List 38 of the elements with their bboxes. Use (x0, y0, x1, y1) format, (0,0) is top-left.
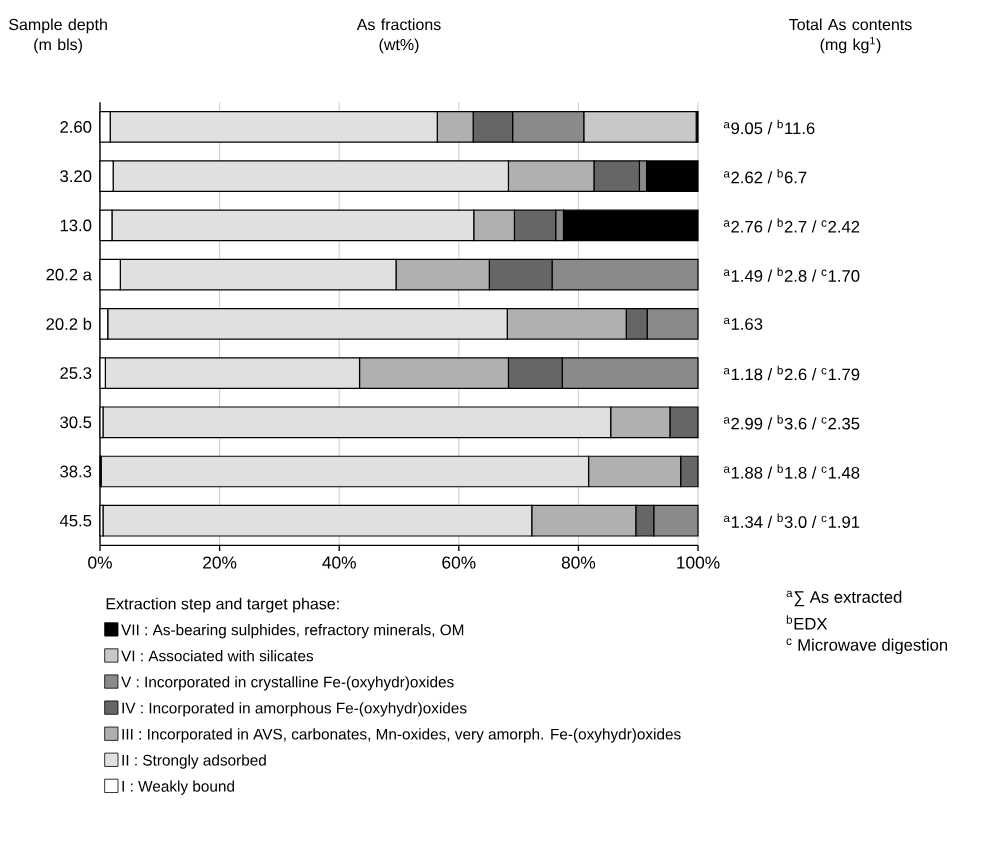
legend-title: Extraction step and target phase: (106, 597, 339, 613)
y-tick-label: 30.5 (60, 416, 92, 429)
legend-label: I : Weakly bound (122, 780, 234, 795)
x-tick-label: 80% (561, 556, 596, 569)
x-tick-label: 60% (442, 556, 476, 569)
y-tick-label: 45.5 (59, 514, 92, 527)
text: $^{a}$1.49 / $^{b}$2.8 / $^{c}$1.70 (723, 267, 860, 282)
y-tick-label: 38.3 (60, 465, 92, 478)
text: $^{a}$2.99 / $^{b}$3.6 / $^{c}$2.35 (723, 415, 860, 430)
chart-title: As fractions (wt%) (356, 18, 441, 54)
text: $^{b}$EDX (786, 615, 828, 630)
y-tick-label: 13.0 (60, 219, 92, 232)
x-tick-label: 20% (203, 556, 237, 569)
x-tick-label: 100% (677, 556, 720, 569)
text: $^{a}$1.88 / $^{b}$1.8 / $^{c}$1.48 (723, 464, 860, 479)
y-tick-label: 20.2 a (46, 268, 92, 281)
legend-label: VII : As-bearing sulphides, refractory minerals, OM (121, 624, 464, 639)
text: $^{a}$1.18 / $^{b}$2.6 / $^{c}$1.79 (723, 365, 860, 381)
text: $^{a}$1.34 / $^{b}$3.0 / $^{c}$1.91 (723, 513, 860, 528)
text: Total As contents (mg kg$^{1}$) (789, 18, 912, 54)
text: $^{a}$2.76 / $^{b}$2.7 / $^{c}$2.42 (723, 218, 860, 233)
x-tick-label: 40% (322, 556, 356, 569)
y-tick-label: 2.60 (60, 121, 92, 133)
text: $^{c}$ Microwave digestion (786, 638, 948, 655)
legend-label: III : Incorporated in AVS, carbonates, Mn-oxides, very amorph. Fe-(oxyhydr)oxides (122, 728, 681, 743)
text: $^{a}$∑ As extracted (786, 590, 902, 607)
text: $^{a}$1.63 (723, 317, 763, 330)
legend-label: VI : Associated with silicates (121, 650, 314, 662)
y-tick-label: 20.2 b (46, 317, 92, 330)
legend-label: II : Strongly adsorbed (122, 754, 266, 769)
text: $^{a}$9.05 / $^{b}$11.6 (723, 119, 815, 135)
y-axis-title: Sample depth (m bls) (9, 18, 107, 54)
legend-label: IV : Incorporated in amorphous Fe-(oxyhydr)oxides (122, 702, 467, 717)
y-tick-label: 25.3 (60, 367, 92, 379)
text: $^{a}$2.62 / $^{b}$6.7 (723, 168, 807, 184)
y-tick-label: 3.20 (60, 170, 92, 183)
legend-label: V : Incorporated in crystalline Fe-(oxyhydr)oxides (121, 676, 454, 691)
x-tick-label: 0% (88, 556, 112, 569)
